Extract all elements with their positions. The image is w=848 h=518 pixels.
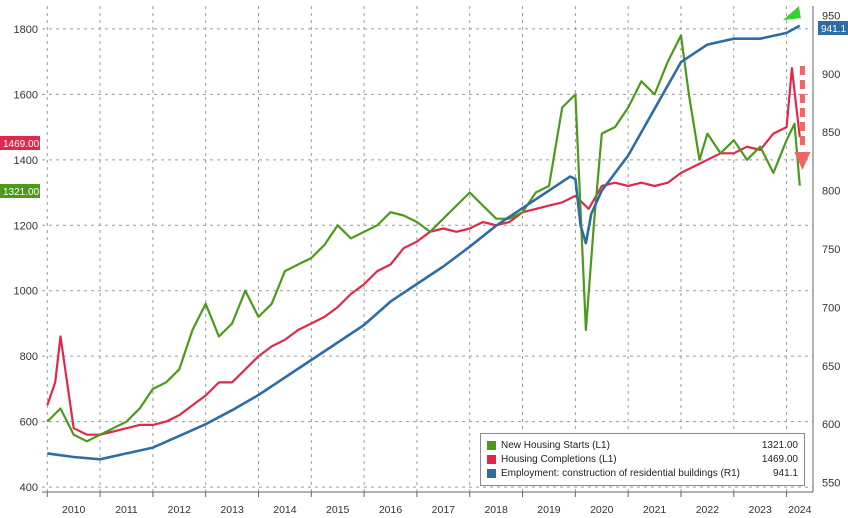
series-line-employment xyxy=(47,24,801,461)
x-tick-label: 2012 xyxy=(168,504,192,516)
x-tick-label: 2011 xyxy=(115,504,138,516)
starts-tag-text: 1321.00 xyxy=(3,187,40,198)
left-y-tick-label: 1600 xyxy=(14,89,38,101)
x-tick-label: 2014 xyxy=(273,504,297,516)
left-y-tick-label: 1000 xyxy=(14,286,38,298)
right-y-tick-label: 950 xyxy=(822,10,840,22)
legend-value-completions: 1469.00 xyxy=(761,453,798,465)
x-tick-label: 2024 xyxy=(788,504,812,516)
left-y-tick-label: 800 xyxy=(20,351,38,363)
completions-value-tag: 1469.00 xyxy=(0,136,40,150)
starts-value-tag: 1321.00 xyxy=(0,184,40,198)
right-y-tick-label: 600 xyxy=(822,419,840,431)
left-y-tick-label: 1400 xyxy=(14,155,38,167)
legend-swatch-starts xyxy=(487,440,496,450)
x-tick-label: 2016 xyxy=(379,504,403,516)
chart-legend: New Housing Starts (L1) 1321.00 Housing … xyxy=(480,433,805,486)
annotation-layer xyxy=(782,6,811,170)
left-y-tick-label: 1800 xyxy=(14,24,38,36)
axes-layer: 2010 2011 2012 2013 2014 2015 2016 2017 2018 2019… xyxy=(14,6,840,516)
green-up-arrow-icon xyxy=(782,6,801,21)
x-tick-label: 2019 xyxy=(537,504,561,516)
employment-tag-text: 941.1 xyxy=(821,24,846,35)
legend-value-employment: 941.1 xyxy=(772,467,798,479)
x-tick-label: 2015 xyxy=(326,504,350,516)
completions-tag-text: 1469.00 xyxy=(3,139,40,150)
right-y-tick-label: 550 xyxy=(822,478,840,490)
x-tick-label: 2023 xyxy=(749,504,773,516)
legend-value-starts: 1321.00 xyxy=(761,439,798,451)
legend-swatch-completions xyxy=(487,454,496,464)
legend-item-starts: New Housing Starts (L1) 1321.00 xyxy=(487,438,798,452)
red-down-arrow-icon xyxy=(794,152,811,170)
legend-item-completions: Housing Completions (L1) 1469.00 xyxy=(487,452,798,466)
x-tick-label: 2021 xyxy=(643,504,667,516)
left-y-tick-label: 400 xyxy=(20,482,38,494)
right-y-tick-label: 700 xyxy=(822,302,840,314)
x-tick-label: 2022 xyxy=(696,504,720,516)
grid-layer xyxy=(42,6,813,492)
left-y-tick-label: 600 xyxy=(20,417,38,429)
legend-label-employment: Employment: construction of residential … xyxy=(501,467,740,479)
legend-label-starts: New Housing Starts (L1) xyxy=(501,439,610,451)
right-y-tick-label: 750 xyxy=(822,244,840,256)
x-tick-label: 2017 xyxy=(432,504,456,516)
legend-item-employment: Employment: construction of residential … xyxy=(487,466,798,480)
employment-value-tag: 941.1 xyxy=(818,21,848,35)
series-line-completions xyxy=(46,67,801,436)
x-tick-label: 2020 xyxy=(590,504,614,516)
series-line-starts xyxy=(46,34,801,443)
right-y-tick-label: 800 xyxy=(822,186,840,198)
left-y-tick-label: 1200 xyxy=(14,220,38,232)
legend-swatch-employment xyxy=(487,468,496,478)
series-layer xyxy=(46,24,801,461)
x-tick-label: 2018 xyxy=(484,504,508,516)
right-y-tick-label: 900 xyxy=(822,69,840,81)
right-y-tick-label: 850 xyxy=(822,127,840,139)
x-tick-label: 2013 xyxy=(220,504,244,516)
right-y-tick-label: 650 xyxy=(822,361,840,373)
x-tick-label: 2010 xyxy=(62,504,86,516)
legend-label-completions: Housing Completions (L1) xyxy=(501,453,617,465)
